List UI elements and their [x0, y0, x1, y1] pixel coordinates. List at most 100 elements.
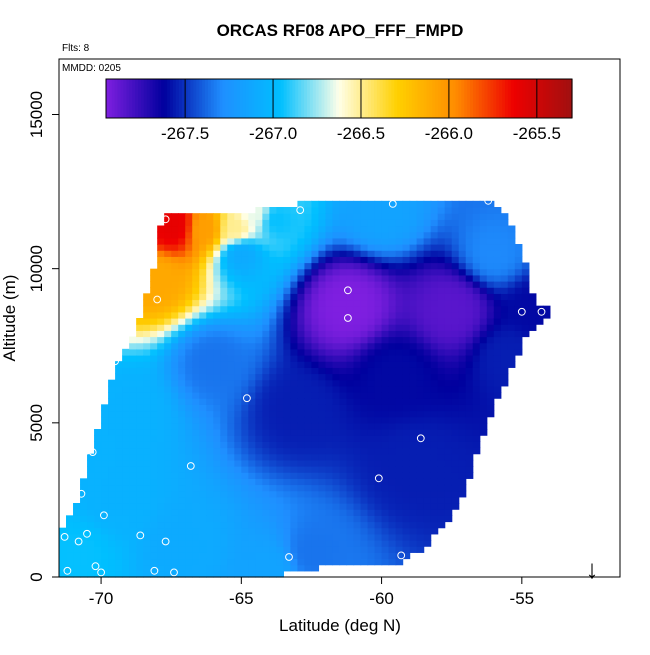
heatmap-cell: [304, 410, 313, 418]
heatmap-cell: [437, 496, 446, 504]
heatmap-cell: [220, 527, 228, 535]
heatmap-cell: [437, 219, 446, 227]
heatmap-cell: [325, 256, 334, 264]
heatmap-cell: [297, 422, 306, 430]
heatmap-cell: [199, 490, 207, 498]
heatmap-cell: [220, 392, 228, 399]
heatmap-cell: [395, 404, 404, 412]
heatmap-cell: [178, 305, 186, 313]
heatmap-cell: [143, 546, 151, 553]
heatmap-cell: [479, 379, 488, 387]
heatmap-cell: [290, 219, 299, 227]
heatmap-cell: [304, 293, 313, 301]
heatmap-cell: [409, 503, 418, 510]
heatmap-cell: [409, 373, 418, 381]
heatmap-cell: [192, 416, 200, 424]
heatmap-cell: [136, 318, 144, 325]
heatmap-cell: [276, 558, 284, 566]
heatmap-cell: [493, 244, 502, 251]
heatmap-cell: [290, 336, 299, 344]
heatmap-cell: [395, 441, 404, 449]
heatmap-cell: [220, 336, 228, 344]
heatmap-cell: [290, 398, 299, 405]
heatmap-cell: [283, 342, 292, 350]
heatmap-cell: [234, 367, 242, 375]
heatmap-cell: [458, 466, 467, 473]
heatmap-cell: [388, 404, 397, 412]
heatmap-cell: [318, 447, 327, 455]
heatmap-cell: [241, 262, 249, 270]
colorbar-swatch: [449, 79, 454, 118]
colorbar-swatch: [158, 79, 162, 118]
heatmap-cell: [353, 546, 362, 553]
heatmap-cell: [234, 503, 242, 510]
heatmap-cell: [220, 219, 228, 227]
heatmap-cell: [395, 342, 404, 350]
heatmap-cell: [353, 515, 362, 523]
heatmap-cell: [255, 355, 263, 362]
heatmap-cell: [311, 503, 320, 510]
heatmap-cell: [514, 311, 523, 319]
heatmap-cell: [248, 478, 256, 486]
heatmap-cell: [171, 422, 179, 430]
heatmap-cell: [283, 435, 292, 442]
heatmap-cell: [339, 472, 348, 479]
heatmap-cell: [325, 466, 334, 473]
heatmap-cell: [458, 404, 467, 412]
heatmap-cell: [514, 299, 523, 307]
heatmap-cell: [367, 213, 376, 220]
heatmap-cell: [199, 336, 207, 344]
heatmap-cell: [402, 281, 411, 288]
heatmap-cell: [395, 299, 404, 307]
heatmap-cell: [507, 318, 516, 325]
heatmap-cell: [213, 435, 221, 442]
heatmap-cell: [108, 435, 116, 442]
heatmap-cell: [108, 552, 116, 560]
heatmap-cell: [430, 515, 439, 523]
colorbar-swatch: [537, 79, 541, 118]
heatmap-cell: [150, 268, 158, 276]
heatmap-cell: [346, 207, 355, 214]
heatmap-cell: [87, 478, 95, 486]
heatmap-cell: [192, 262, 200, 270]
heatmap-cell: [325, 373, 334, 381]
heatmap-cell: [192, 533, 200, 541]
heatmap-cell: [465, 330, 474, 338]
heatmap-cell: [521, 305, 530, 313]
heatmap-cell: [346, 274, 355, 282]
heatmap-cell: [185, 564, 193, 572]
heatmap-cell: [479, 213, 488, 220]
heatmap-cell: [430, 404, 439, 412]
heatmap-cell: [388, 490, 397, 498]
heatmap-cell: [318, 311, 327, 319]
heatmap-cell: [220, 540, 228, 547]
heatmap-cell: [479, 416, 488, 424]
heatmap-cell: [395, 200, 404, 208]
heatmap-cell: [283, 540, 292, 547]
heatmap-cell: [339, 546, 348, 553]
heatmap-cell: [339, 441, 348, 449]
heatmap-cell: [150, 546, 158, 553]
heatmap-cell: [143, 515, 151, 523]
heatmap-cell: [234, 348, 242, 356]
heatmap-cell: [171, 373, 179, 381]
heatmap-cell: [444, 250, 453, 257]
heatmap-cell: [430, 429, 439, 436]
heatmap-cell: [178, 398, 186, 405]
heatmap-cell: [353, 200, 362, 208]
heatmap-cell: [206, 281, 214, 288]
heatmap-cell: [206, 274, 214, 282]
heatmap-cell: [486, 219, 495, 227]
heatmap-cell: [472, 207, 481, 214]
heatmap-cell: [493, 219, 502, 227]
heatmap-cell: [94, 546, 102, 553]
heatmap-cell: [164, 441, 172, 449]
heatmap-cell: [269, 484, 277, 492]
heatmap-cell: [409, 527, 418, 535]
heatmap-cell: [381, 515, 390, 523]
heatmap-cell: [101, 441, 109, 449]
colorbar-swatch: [202, 79, 206, 118]
heatmap-cell: [332, 416, 341, 424]
heatmap-cell: [528, 318, 537, 325]
heatmap-cell: [157, 250, 165, 257]
